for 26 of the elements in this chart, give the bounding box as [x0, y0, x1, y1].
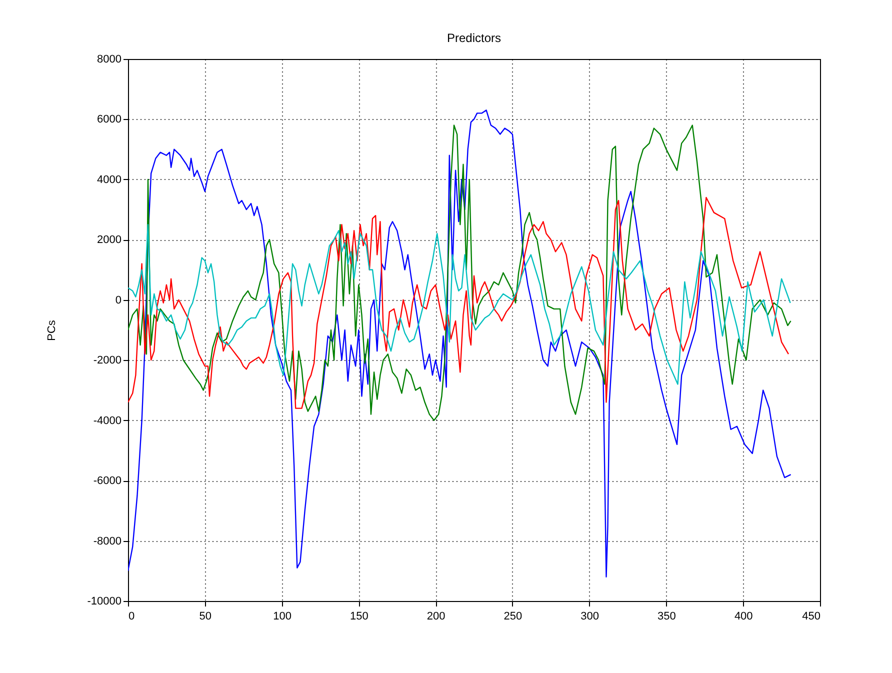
y-tick-label: -8000 — [93, 535, 122, 548]
y-tick-label: 4000 — [97, 174, 122, 186]
y-tick-label: 6000 — [97, 114, 122, 126]
x-tick-label: 350 — [658, 610, 676, 622]
y-tick-label: 0 — [115, 294, 122, 306]
line-series — [128, 124, 792, 421]
x-tick-label: 150 — [350, 610, 368, 622]
x-tick-label: 50 — [199, 610, 212, 622]
x-tick-label: 100 — [273, 610, 292, 622]
line-series — [128, 110, 792, 578]
y-tick-label: -4000 — [93, 414, 122, 427]
x-tick-label: 400 — [734, 610, 753, 622]
y-tick-label: 8000 — [97, 54, 122, 66]
x-tick-label: 300 — [580, 610, 600, 622]
x-tick-label: 250 — [504, 610, 522, 622]
line-series — [128, 224, 791, 385]
y-axis-title: PCs — [46, 320, 58, 341]
y-tick-label: -2000 — [93, 354, 122, 367]
y-tick-label: -6000 — [93, 475, 122, 488]
x-tick-label: 450 — [802, 610, 820, 622]
x-tick-label: 0 — [128, 610, 135, 622]
chart-title: Predictors — [446, 31, 502, 45]
x-tick-label: 200 — [426, 610, 446, 622]
line-series — [128, 196, 790, 409]
y-tick-label: 2000 — [97, 234, 122, 246]
y-tick-label: -10000 — [87, 596, 122, 608]
